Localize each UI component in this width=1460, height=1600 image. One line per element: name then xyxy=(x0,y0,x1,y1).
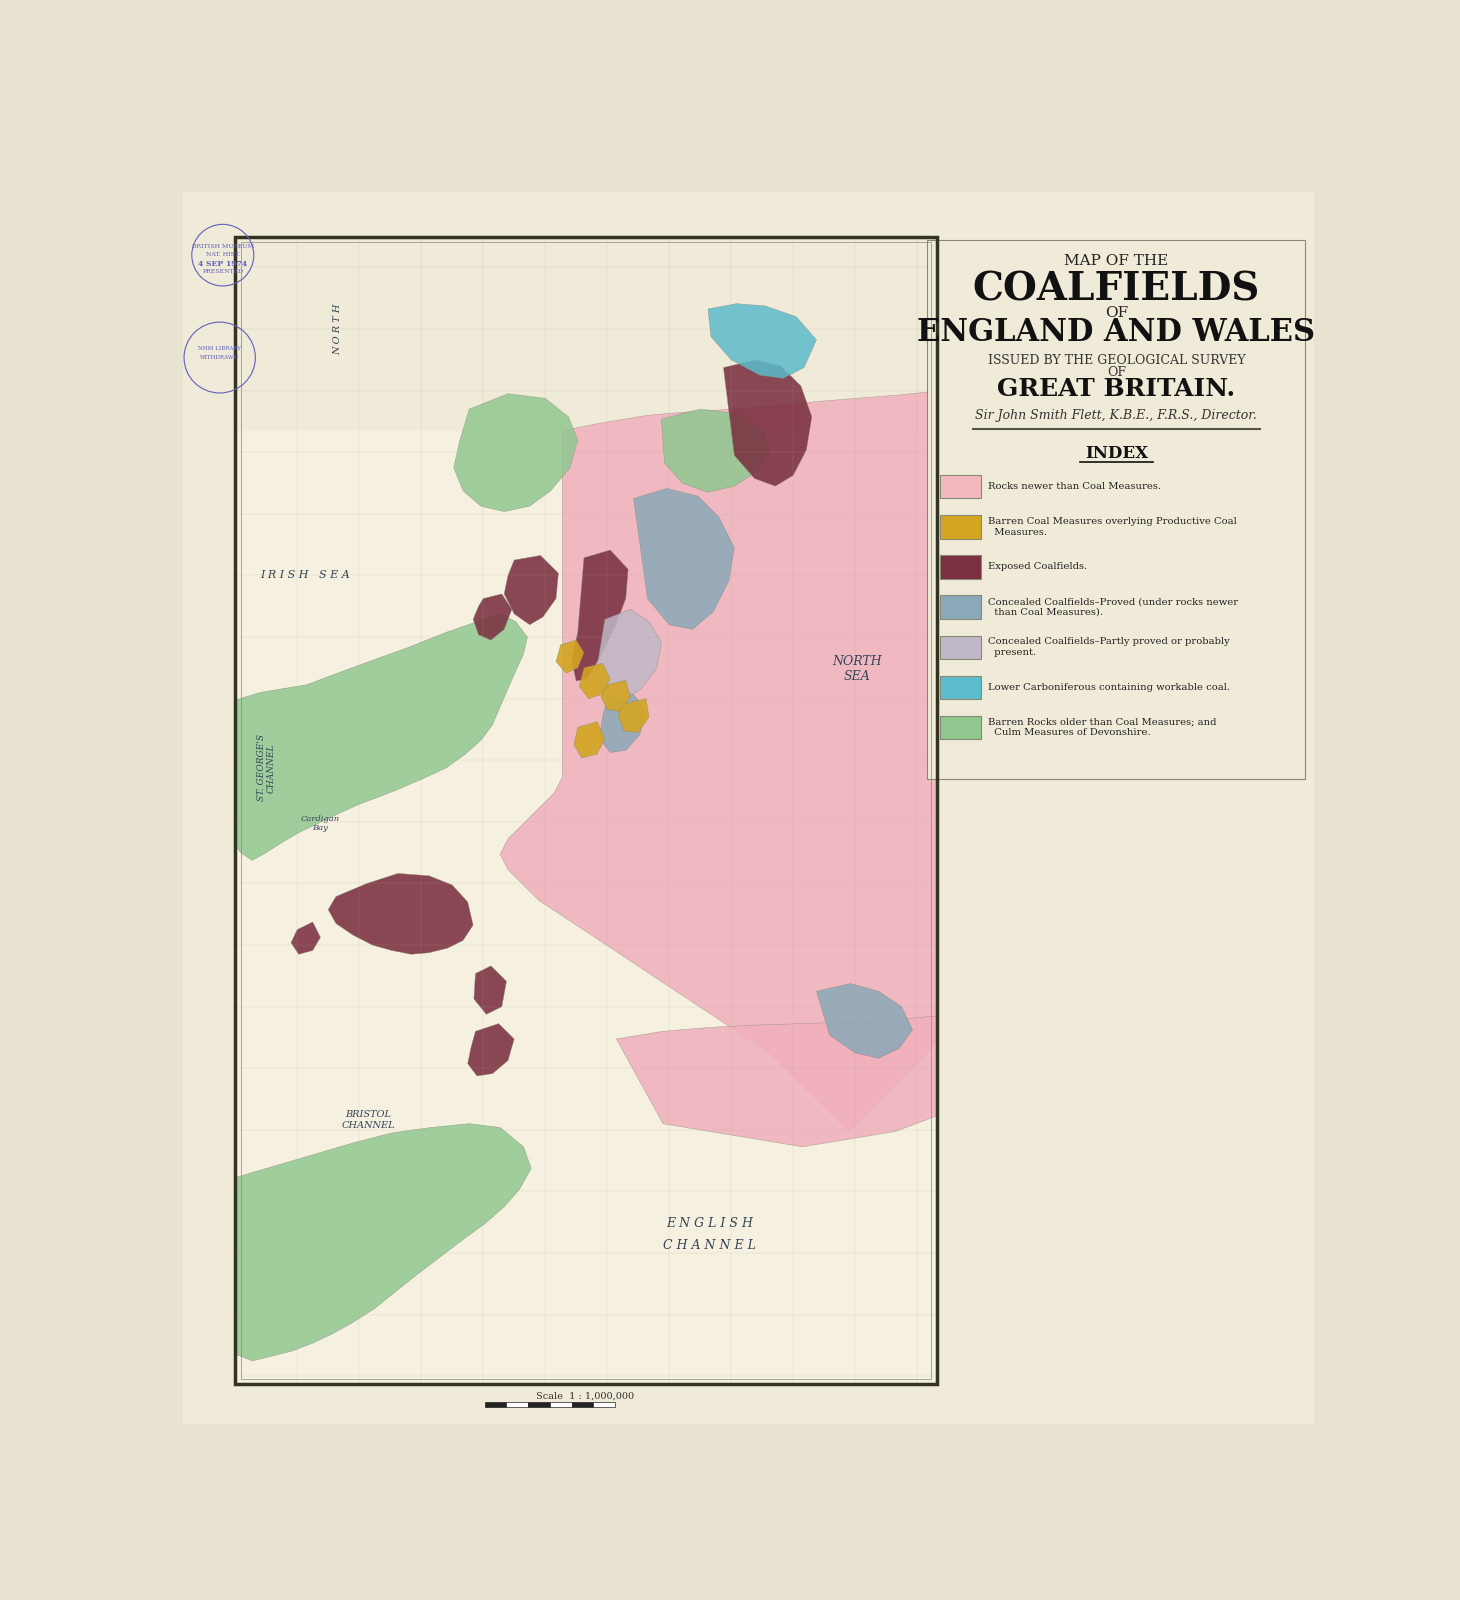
Bar xyxy=(235,237,936,1384)
Text: 4 SEP 1974: 4 SEP 1974 xyxy=(199,259,247,267)
Text: GREAT BRITAIN.: GREAT BRITAIN. xyxy=(997,376,1235,400)
Bar xyxy=(507,1403,529,1406)
Polygon shape xyxy=(556,640,584,674)
Bar xyxy=(529,1403,550,1406)
Bar xyxy=(235,237,936,1384)
Polygon shape xyxy=(634,488,734,629)
Bar xyxy=(940,635,981,659)
Polygon shape xyxy=(235,1123,531,1362)
Text: OF: OF xyxy=(1105,306,1129,320)
Text: Lower Carboniferous containing workable coal.: Lower Carboniferous containing workable … xyxy=(988,683,1231,691)
Text: I R I S H   S E A: I R I S H S E A xyxy=(260,571,350,581)
Text: Concealed Coalfields–Partly proved or probably
  present.: Concealed Coalfields–Partly proved or pr… xyxy=(988,637,1231,656)
Polygon shape xyxy=(600,691,645,752)
Polygon shape xyxy=(473,594,512,640)
Text: OF: OF xyxy=(1107,366,1126,379)
Polygon shape xyxy=(235,237,936,430)
Bar xyxy=(241,242,931,1379)
Polygon shape xyxy=(501,390,936,1131)
Text: NORTH
SEA: NORTH SEA xyxy=(832,656,882,683)
Text: BRISTOL
CHANNEL: BRISTOL CHANNEL xyxy=(342,1110,396,1130)
Polygon shape xyxy=(454,394,578,512)
Bar xyxy=(485,1403,507,1406)
Polygon shape xyxy=(328,874,473,954)
Polygon shape xyxy=(661,410,769,493)
Text: E N G L I S H: E N G L I S H xyxy=(666,1218,753,1230)
Text: NAT. HIST.: NAT. HIST. xyxy=(206,253,239,258)
Text: ENGLAND AND WALES: ENGLAND AND WALES xyxy=(917,317,1315,347)
Polygon shape xyxy=(574,722,604,758)
Text: COALFIELDS: COALFIELDS xyxy=(972,270,1260,309)
Text: Concealed Coalfields–Proved (under rocks newer
  than Coal Measures).: Concealed Coalfields–Proved (under rocks… xyxy=(988,597,1238,616)
Polygon shape xyxy=(235,614,527,861)
Bar xyxy=(940,715,981,739)
Polygon shape xyxy=(291,922,320,954)
Text: N O R T H: N O R T H xyxy=(333,304,342,355)
Polygon shape xyxy=(618,699,650,733)
Polygon shape xyxy=(816,984,912,1058)
Text: Scale  1 : 1,000,000: Scale 1 : 1,000,000 xyxy=(536,1392,635,1400)
Bar xyxy=(927,240,1305,779)
Bar xyxy=(940,475,981,499)
Text: ISSUED BY THE GEOLOGICAL SURVEY: ISSUED BY THE GEOLOGICAL SURVEY xyxy=(987,354,1245,366)
Bar xyxy=(940,595,981,619)
Text: MAP OF THE: MAP OF THE xyxy=(1064,253,1168,267)
Polygon shape xyxy=(594,610,661,701)
Polygon shape xyxy=(724,360,812,486)
Text: Exposed Coalfields.: Exposed Coalfields. xyxy=(988,563,1088,571)
Bar xyxy=(940,555,981,579)
Bar xyxy=(940,515,981,539)
Text: ST. GEORGE'S
CHANNEL: ST. GEORGE'S CHANNEL xyxy=(257,734,276,802)
Bar xyxy=(550,1403,571,1406)
Polygon shape xyxy=(571,550,628,682)
Text: INDEX: INDEX xyxy=(1085,445,1148,461)
Polygon shape xyxy=(467,1024,514,1075)
Polygon shape xyxy=(708,304,816,378)
Text: C H A N N E L: C H A N N E L xyxy=(663,1238,756,1251)
Text: Sir John Smith Flett, K.B.E., F.R.S., Director.: Sir John Smith Flett, K.B.E., F.R.S., Di… xyxy=(975,410,1257,422)
Polygon shape xyxy=(580,664,610,699)
Polygon shape xyxy=(504,555,558,624)
Bar xyxy=(593,1403,615,1406)
Text: Rocks newer than Coal Measures.: Rocks newer than Coal Measures. xyxy=(988,483,1162,491)
Text: NHM LIBRARY: NHM LIBRARY xyxy=(199,346,241,350)
Bar xyxy=(571,1403,593,1406)
Text: Cardigan
Bay: Cardigan Bay xyxy=(301,814,340,832)
Bar xyxy=(235,237,936,1384)
Text: WITHDRAWN: WITHDRAWN xyxy=(200,355,239,360)
Bar xyxy=(940,675,981,699)
Text: BRITISH MUSEUM: BRITISH MUSEUM xyxy=(191,245,254,250)
Text: PRESENTED: PRESENTED xyxy=(203,269,244,274)
Polygon shape xyxy=(602,680,631,712)
Polygon shape xyxy=(474,966,507,1014)
Polygon shape xyxy=(616,1016,936,1147)
Text: Barren Coal Measures overlying Productive Coal
  Measures.: Barren Coal Measures overlying Productiv… xyxy=(988,517,1237,536)
Text: Barren Rocks older than Coal Measures; and
  Culm Measures of Devonshire.: Barren Rocks older than Coal Measures; a… xyxy=(988,717,1218,738)
